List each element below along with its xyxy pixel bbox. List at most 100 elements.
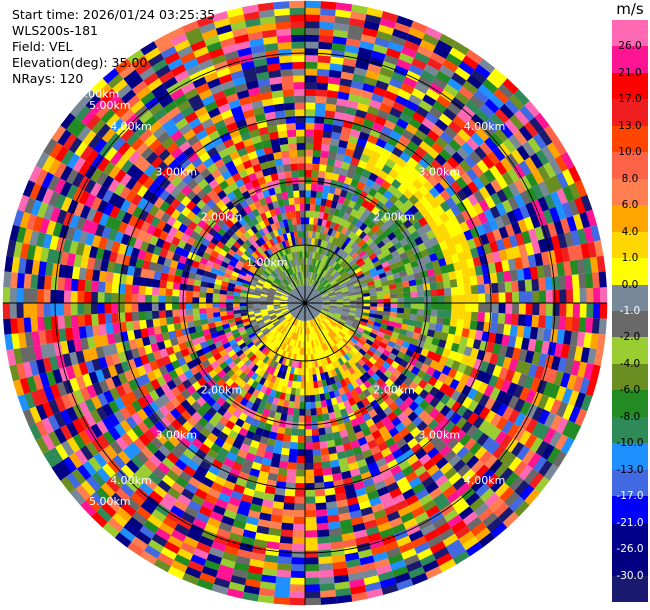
velocity-gate: [402, 243, 412, 252]
velocity-gate: [341, 435, 351, 445]
velocity-gate: [369, 496, 382, 507]
velocity-gate: [221, 244, 231, 253]
velocity-gate: [407, 411, 419, 423]
velocity-gate: [139, 240, 150, 252]
velocity-gate: [376, 294, 384, 300]
velocity-gate: [148, 138, 162, 152]
velocity-gate: [236, 323, 244, 329]
velocity-gate: [343, 377, 352, 386]
velocity-gate: [214, 340, 223, 349]
velocity-gate: [384, 199, 395, 210]
velocity-gate: [220, 486, 234, 497]
velocity-gate: [85, 149, 99, 165]
velocity-gate: [426, 57, 443, 71]
velocity-gate: [450, 342, 460, 353]
velocity-gate: [228, 260, 237, 268]
velocity-gate: [492, 251, 502, 263]
velocity-gate: [478, 532, 496, 548]
velocity-gate: [467, 205, 478, 219]
velocity-gate: [79, 387, 91, 402]
velocity-gate: [343, 244, 351, 253]
velocity-gate: [335, 293, 343, 297]
velocity-gate: [174, 246, 184, 256]
velocity-gate: [242, 591, 259, 602]
velocity-gate: [291, 360, 296, 368]
velocity-gate: [292, 244, 297, 253]
velocity-gate: [329, 321, 337, 328]
velocity-gate: [483, 384, 495, 398]
velocity-gate: [253, 490, 265, 500]
velocity-gate: [342, 385, 351, 394]
velocity-gate: [242, 222, 251, 232]
velocity-gate: [200, 280, 208, 288]
velocity-gate: [530, 214, 542, 229]
velocity-gate: [293, 231, 299, 239]
velocity-gate: [142, 188, 154, 202]
velocity-gate: [401, 416, 413, 428]
velocity-gate: [518, 291, 527, 303]
velocity-gate: [543, 264, 552, 278]
velocity-gate: [230, 256, 239, 264]
velocity-gate: [47, 175, 60, 192]
velocity-gate: [17, 194, 30, 212]
velocity-gate: [181, 270, 190, 279]
velocity-gate: [127, 150, 141, 164]
velocity-gate: [99, 334, 109, 347]
velocity-gate: [513, 500, 530, 517]
velocity-gate: [311, 421, 319, 430]
velocity-gate: [576, 258, 586, 275]
velocity-gate: [112, 272, 121, 284]
velocity-gate: [301, 354, 305, 362]
velocity-gate: [384, 421, 396, 432]
velocity-gate: [450, 204, 462, 217]
velocity-gate: [403, 335, 413, 344]
velocity-gate: [177, 99, 192, 113]
velocity-gate: [66, 153, 81, 169]
velocity-gate: [283, 163, 292, 172]
velocity-gate: [113, 423, 127, 437]
velocity-gate: [269, 76, 282, 85]
velocity-gate: [308, 264, 311, 272]
velocity-gate: [392, 406, 404, 418]
velocity-gate: [85, 94, 101, 110]
velocity-gate: [180, 348, 190, 358]
velocity-gate: [47, 414, 60, 431]
velocity-gate: [429, 344, 439, 354]
velocity-gate: [210, 427, 222, 438]
velocity-gate: [236, 259, 245, 267]
velocity-gate: [139, 66, 156, 81]
velocity-gate: [543, 162, 557, 179]
velocity-gate: [46, 248, 56, 264]
velocity-gate: [409, 426, 422, 439]
velocity-gate: [408, 204, 420, 216]
velocity-gate: [392, 188, 404, 200]
velocity-gate: [295, 354, 300, 362]
velocity-gate: [293, 340, 297, 348]
velocity-gate: [334, 238, 342, 247]
velocity-gate: [164, 51, 181, 65]
velocity-gate: [352, 321, 360, 327]
velocity-gate: [398, 401, 409, 413]
velocity-gate: [305, 429, 312, 437]
velocity-gate: [337, 224, 344, 233]
velocity-gate: [259, 244, 267, 253]
velocity-gate: [318, 34, 334, 43]
velocity-gate: [471, 428, 484, 443]
velocity-gate: [205, 292, 214, 299]
velocity-gate: [345, 391, 354, 400]
velocity-gate: [403, 76, 418, 89]
velocity-gate: [298, 361, 302, 369]
velocity-gate: [245, 273, 253, 280]
velocity-gate: [536, 265, 546, 279]
velocity-gate: [488, 374, 499, 388]
velocity-gate: [212, 504, 226, 516]
velocity-gate: [376, 30, 393, 42]
velocity-gate: [151, 303, 159, 311]
velocity-gate: [301, 368, 305, 376]
velocity-gate: [187, 93, 202, 106]
velocity-gate: [585, 317, 594, 334]
velocity-gate: [337, 91, 350, 101]
velocity-gate: [305, 570, 320, 579]
velocity-gate: [326, 96, 338, 105]
velocity-gate: [395, 422, 406, 433]
